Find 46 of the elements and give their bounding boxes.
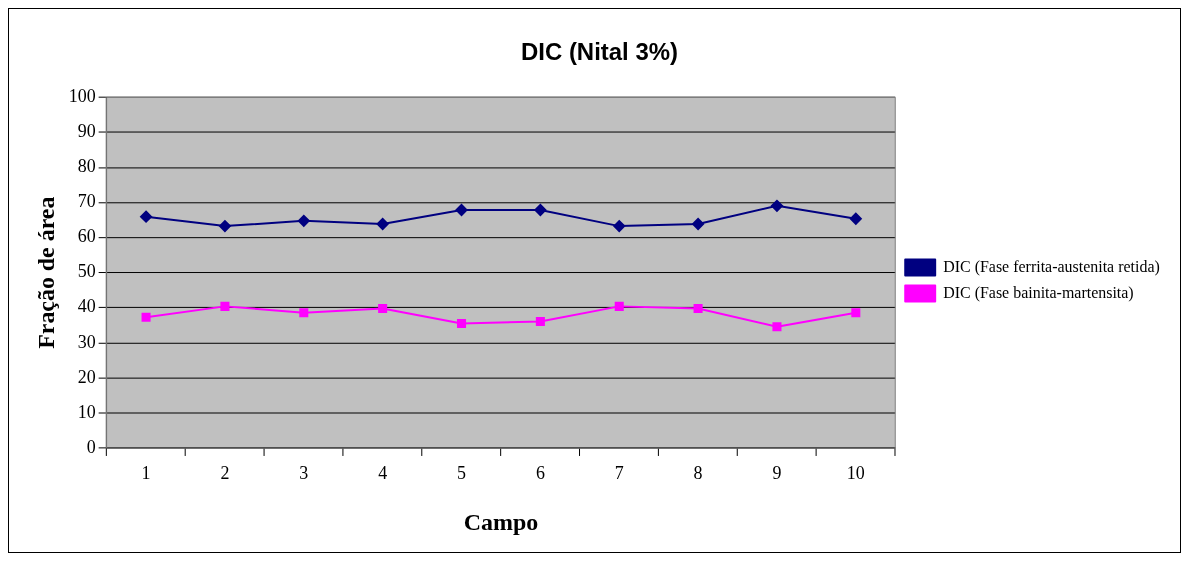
y-tick-label: 70 xyxy=(77,191,96,212)
legend-label: DIC (Fase bainita-martensita) xyxy=(943,283,1134,302)
point xyxy=(692,218,705,230)
point xyxy=(376,218,389,230)
y-tick-label: 30 xyxy=(77,331,96,352)
y-tick-label: 0 xyxy=(86,436,96,457)
point xyxy=(378,303,388,313)
x-tick-label: 5 xyxy=(457,463,467,484)
point xyxy=(535,316,545,326)
y-tick-label: 40 xyxy=(77,296,96,317)
point xyxy=(140,210,153,223)
x-axis-title: Campo xyxy=(463,508,539,535)
x-tick-label: 8 xyxy=(693,463,703,484)
point xyxy=(772,322,782,332)
y-tick-label: 60 xyxy=(77,226,96,247)
y-tick-label: 20 xyxy=(77,366,96,387)
point xyxy=(693,303,703,313)
x-tick-label: 4 xyxy=(378,463,388,484)
point xyxy=(299,308,309,318)
point xyxy=(614,301,624,311)
point xyxy=(297,214,310,227)
y-tick-label: 90 xyxy=(77,121,96,142)
y-tick-label: 50 xyxy=(77,261,96,282)
x-tick-label: 1 xyxy=(141,463,151,484)
point xyxy=(455,204,468,216)
x-tick-label: 9 xyxy=(772,463,782,484)
x-tick-label: 3 xyxy=(299,463,309,484)
chart-title: DIC (Nital 3%) xyxy=(520,37,678,65)
point xyxy=(456,319,467,329)
y-tick-label: 10 xyxy=(77,401,96,422)
point xyxy=(534,204,547,216)
x-tick-label: 6 xyxy=(535,463,545,484)
x-tick-label: 10 xyxy=(846,463,865,484)
legend-label: DIC (Fase ferrita-austenita retida) xyxy=(943,257,1160,276)
point xyxy=(220,301,230,311)
point xyxy=(218,220,231,233)
point xyxy=(851,308,861,318)
y-axis-title: Fração de área xyxy=(32,196,59,349)
point xyxy=(141,312,151,322)
point xyxy=(770,199,783,212)
y-tick-label: 100 xyxy=(68,86,96,107)
y-tick-label: 80 xyxy=(77,156,96,177)
x-tick-label: 2 xyxy=(220,463,230,484)
point xyxy=(613,220,626,233)
point xyxy=(849,212,862,225)
x-tick-label: 7 xyxy=(614,463,624,484)
